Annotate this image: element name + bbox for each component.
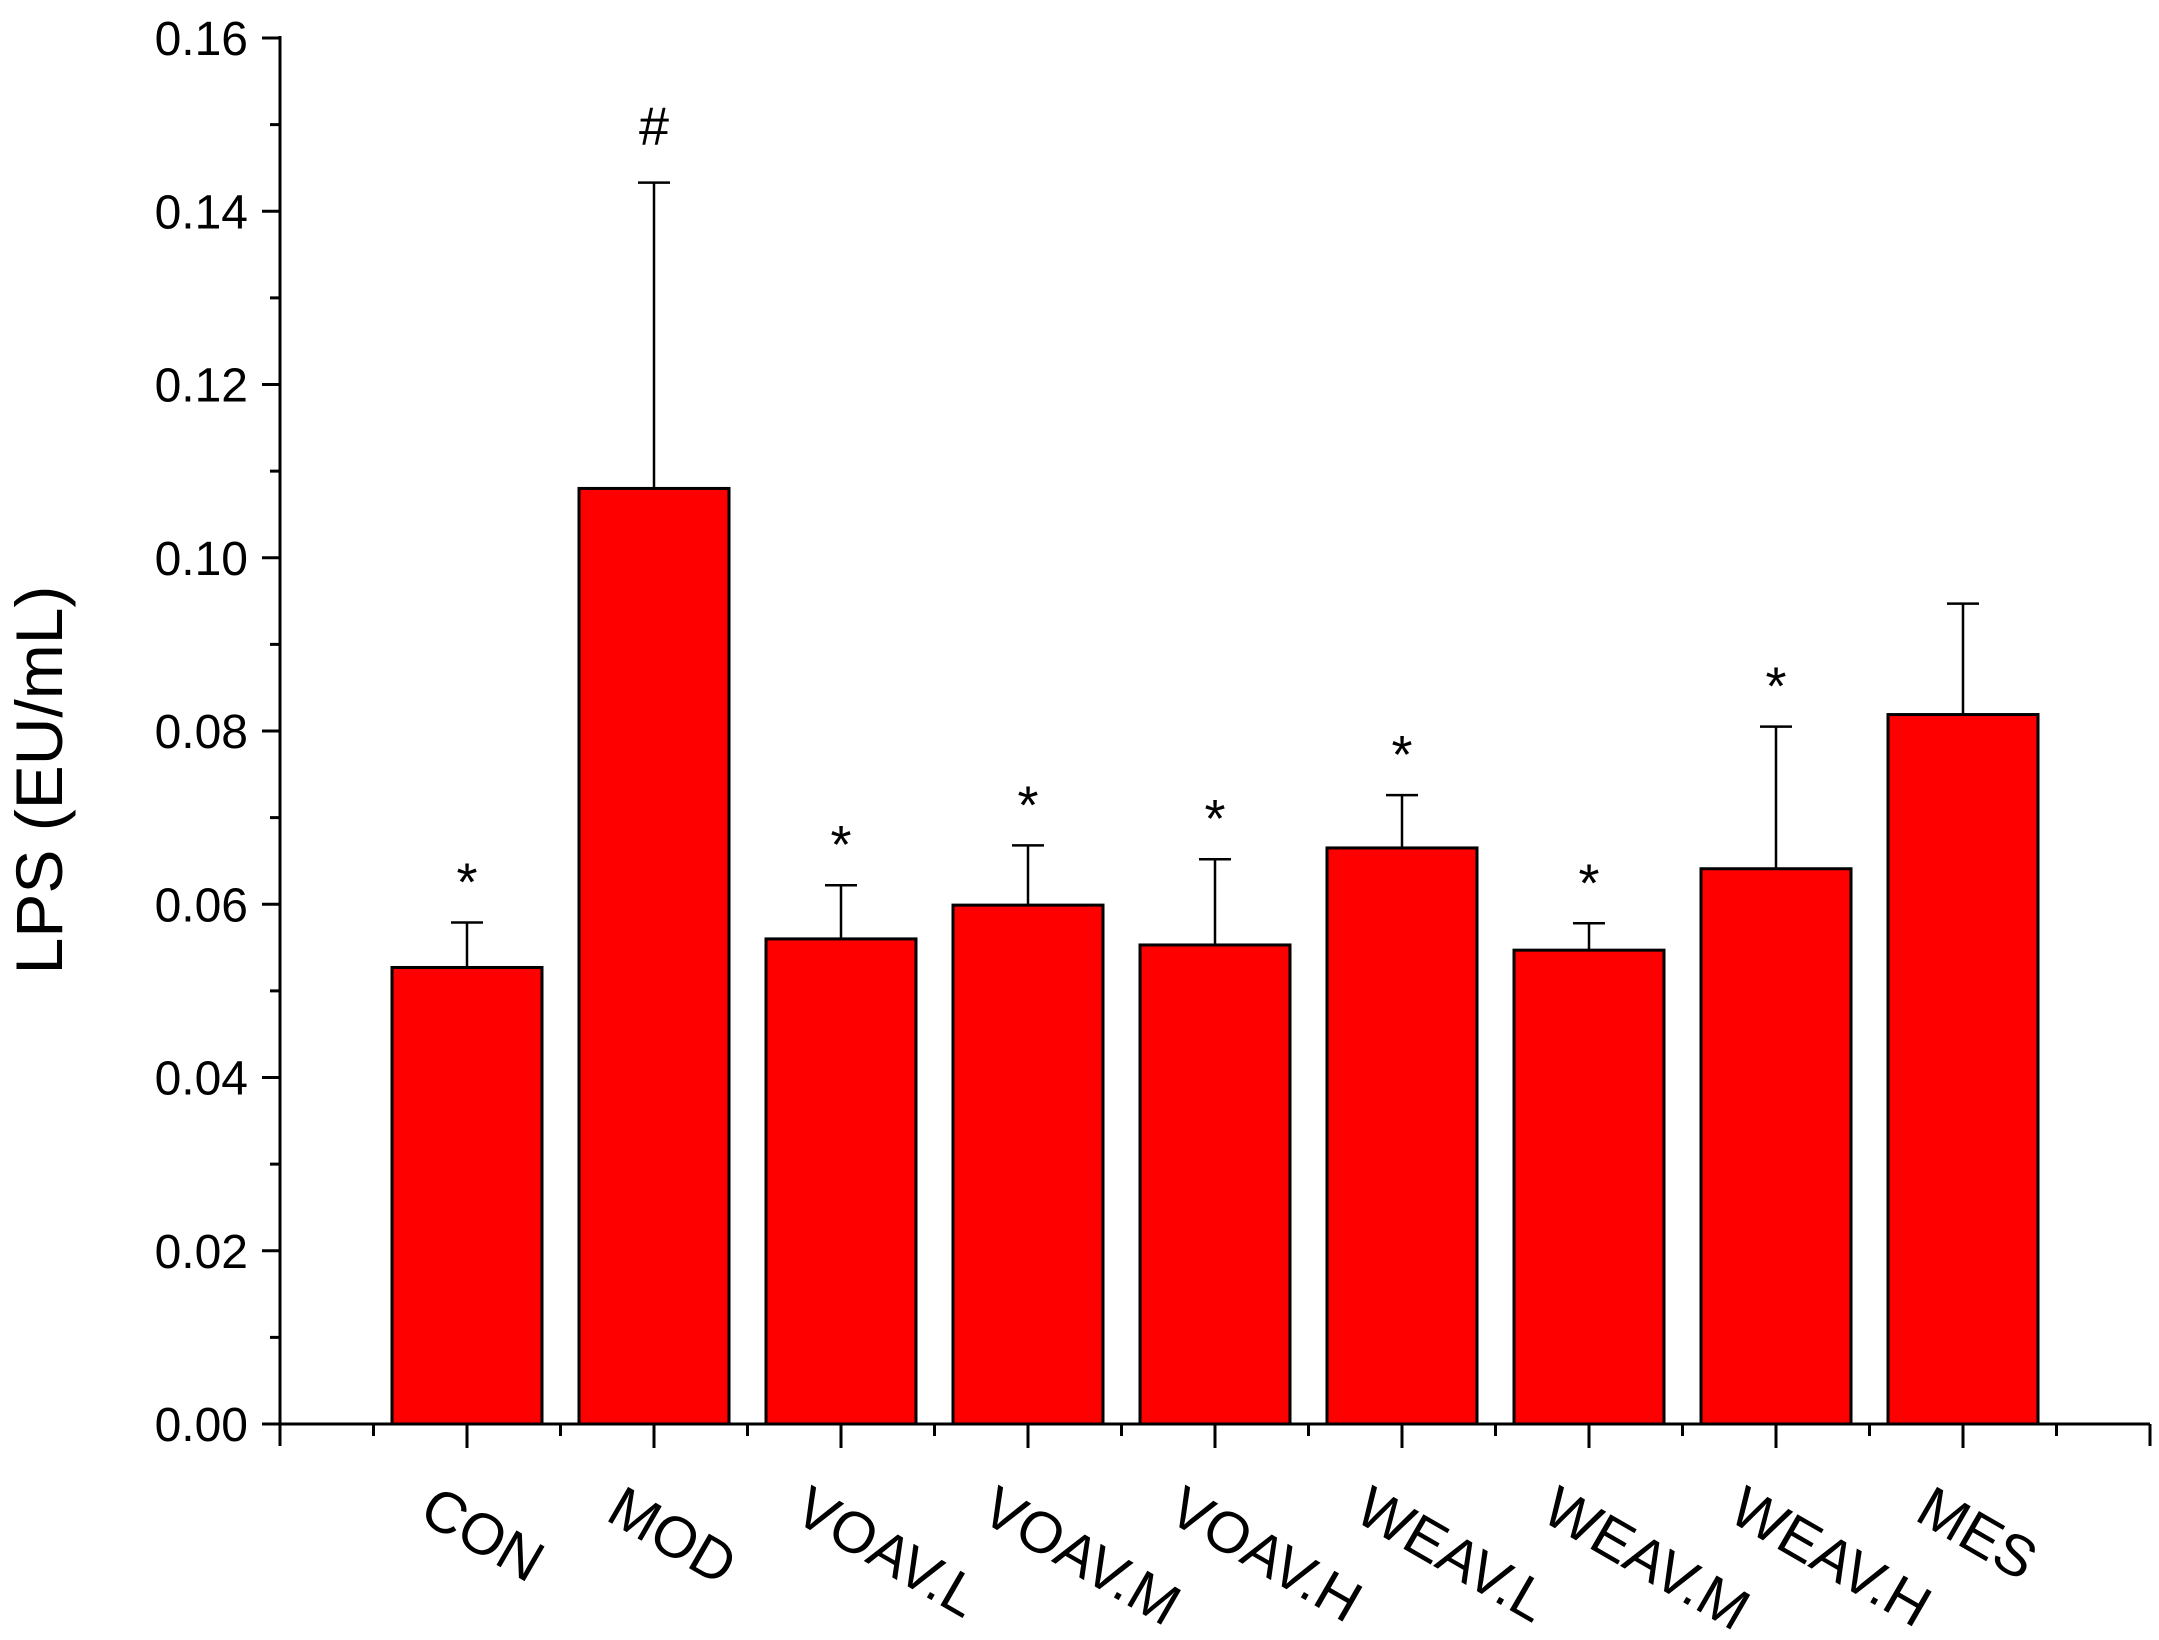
y-axis: 0.00 0.02 0.04 0.06 0.08 0.10 0.12 0.14 0.16 [155,13,282,1452]
x-axis [278,1422,2152,1448]
bar-mes [1886,713,2040,1426]
x-tick-label: WEAV.M [1533,1474,1761,1640]
significance-star: * [1391,725,1412,785]
y-tick-label: 0.08 [155,706,248,759]
bar-con [390,965,544,1426]
x-tick-labels: CON MOD VOAV.LVOAV.MVOAV.HWEAV.LWEAV.MWEAV… [411,1474,2048,1640]
x-tick-label: VOAV.L [785,1474,991,1630]
y-tick-label: 0.00 [155,1399,248,1452]
y-tick-label: 0.04 [155,1053,248,1106]
x-tick-label: VOAV.M [972,1474,1192,1638]
y-axis-label: LPS (EU/mL) [2,586,76,975]
error-bars [451,181,1979,968]
y-tick-label: 0.14 [155,186,248,239]
bar-mod [577,486,731,1426]
y-tick-label: 0.06 [155,879,248,932]
y-tick-label: 0.02 [155,1226,248,1279]
significance-star: * [1578,853,1599,913]
bar-voav-l [764,937,918,1426]
x-tick-label: VOAV.H [1159,1474,1373,1635]
significance-star: * [830,815,851,875]
y-tick-label: 0.16 [155,13,248,66]
y-tick-label: 0.10 [155,533,248,586]
significance-hash: # [639,97,669,157]
significance-star: * [456,852,477,912]
bar-weav-l [1325,846,1479,1426]
significance-star: * [1765,657,1786,717]
y-tick-label: 0.12 [155,360,248,413]
bar-weav-m [1512,948,1666,1426]
x-tick-label: CON [411,1474,555,1595]
significance-star: * [1017,775,1038,835]
x-tick-label: WEAV.L [1346,1474,1560,1635]
bar-weav-h [1699,867,1853,1426]
bar-voav-h [1138,943,1292,1426]
significance-star: * [1204,789,1225,849]
significance-marks: * # * * * * * * [456,97,1786,914]
x-tick-label: MOD [598,1474,748,1598]
x-tick-label: WEAV.H [1720,1474,1942,1640]
bar-voav-m [951,903,1105,1426]
bars [390,486,2040,1426]
